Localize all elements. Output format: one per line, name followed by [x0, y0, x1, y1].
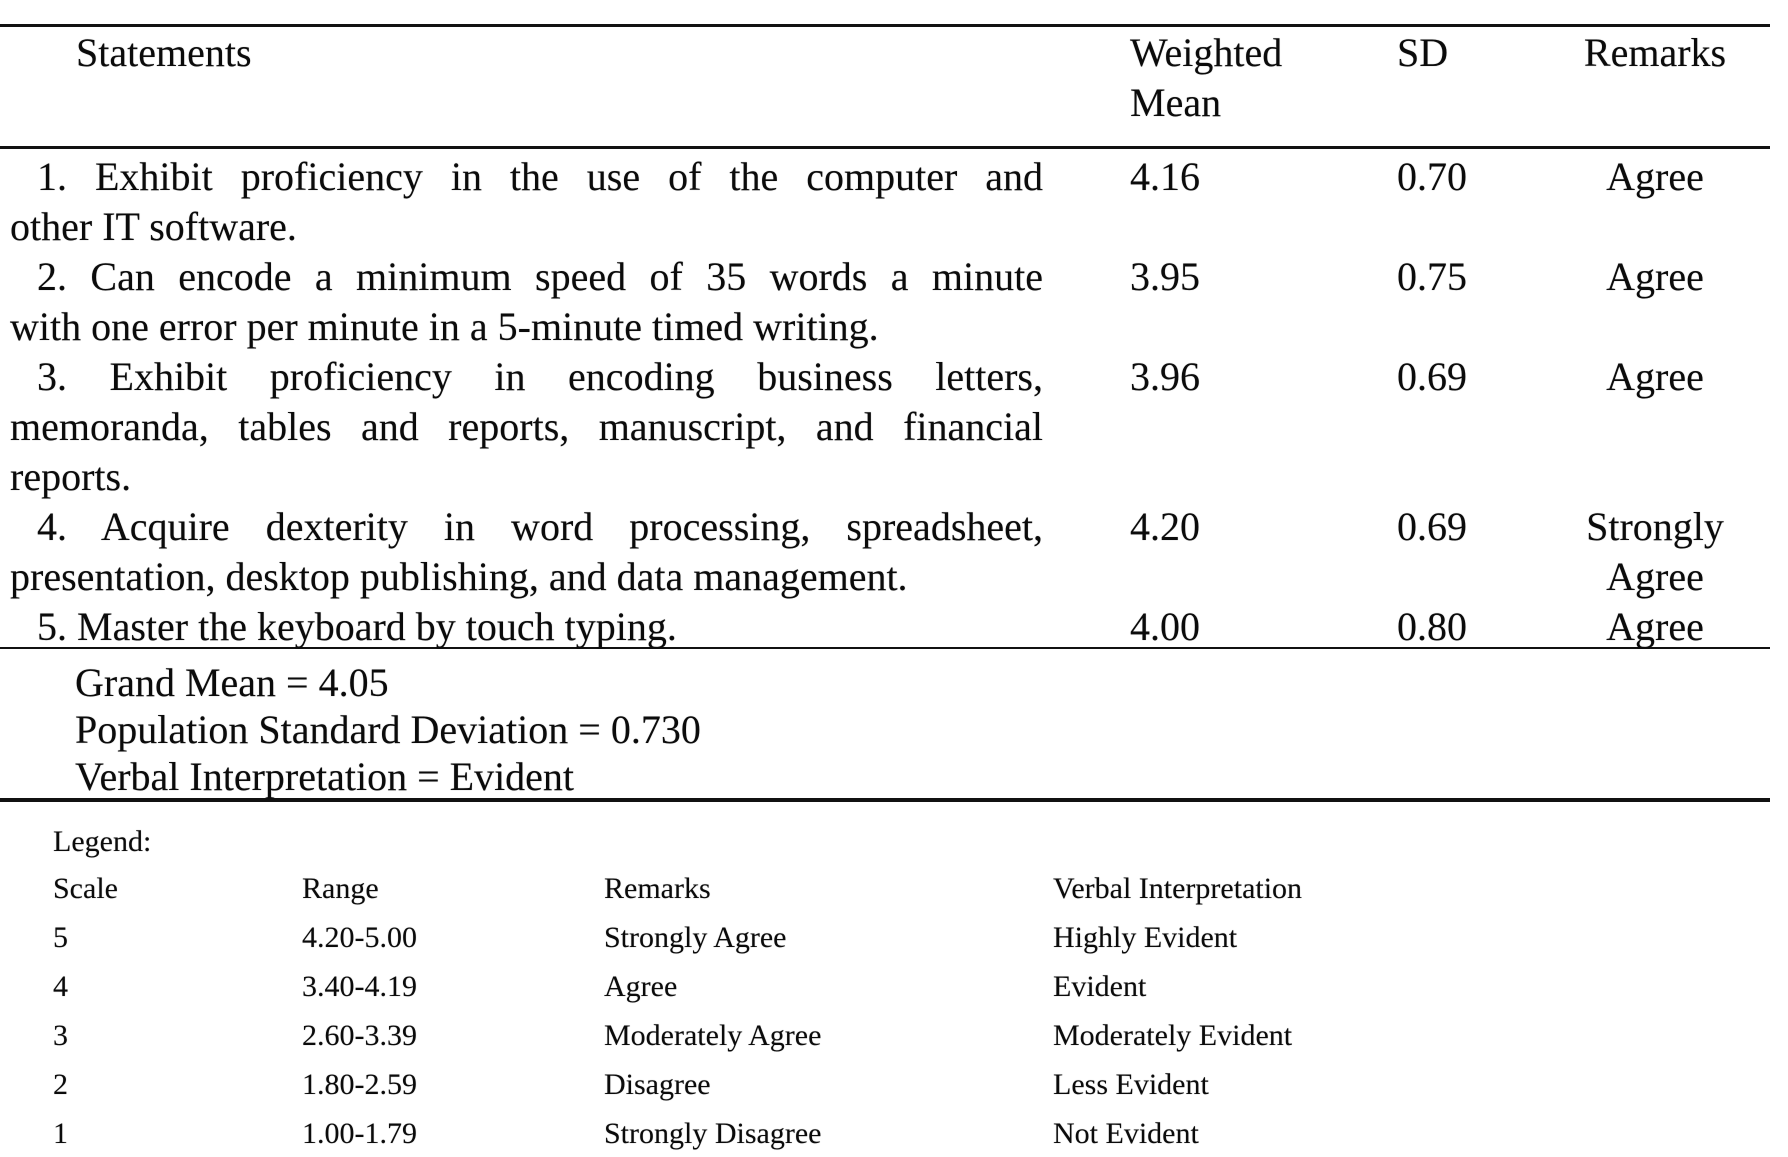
sd-value-4: 0.69	[1397, 504, 1467, 549]
statement-2-line-1: 2. Can encode a minimum speed of 35 word…	[37, 254, 1043, 299]
legend-row-interpretation-1: Not Evident	[1053, 1117, 1199, 1150]
col-header-remarks: Remarks	[1583, 30, 1727, 75]
remark-value-5: Agree	[1606, 604, 1704, 649]
table-summary-bottom-rule	[0, 798, 1770, 802]
table-top-rule	[0, 24, 1770, 27]
remark-value-3: Agree	[1606, 354, 1704, 399]
legend-row-interpretation-5: Highly Evident	[1053, 921, 1238, 954]
remark-value-4: Strongly Agree	[1586, 504, 1724, 599]
col-header-weighted-mean: Weighted Mean	[1130, 30, 1283, 125]
sd-value-1: 0.70	[1397, 154, 1467, 199]
legend-row-interpretation-4: Evident	[1053, 970, 1147, 1003]
sd-value-2: 0.75	[1397, 254, 1467, 299]
legend-row-remark-1: Strongly Disagree	[604, 1117, 822, 1150]
remark-value-2: Agree	[1606, 254, 1704, 299]
grand-mean-line: Grand Mean = 4.05	[75, 660, 389, 705]
legend-row-scale-2: 2	[53, 1068, 68, 1101]
legend-row-range-5: 4.20-5.00	[302, 921, 417, 954]
legend-row-range-4: 3.40-4.19	[302, 970, 417, 1003]
legend-header-remarks: Remarks	[604, 872, 711, 905]
weighted-mean-value-1: 4.16	[1130, 154, 1200, 199]
legend-row-remark-4: Agree	[604, 970, 678, 1003]
statement-5-line-1: 5. Master the keyboard by touch typing.	[37, 604, 677, 649]
statement-3-line-2: memoranda, tables and reports, manuscrip…	[10, 404, 1043, 449]
legend-row-range-1: 1.00-1.79	[302, 1117, 417, 1150]
weighted-mean-value-4: 4.20	[1130, 504, 1200, 549]
legend-header-range: Range	[302, 872, 379, 905]
weighted-mean-value-2: 3.95	[1130, 254, 1200, 299]
verbal-interpretation-line: Verbal Interpretation = Evident	[75, 754, 575, 799]
legend-row-remark-3: Moderately Agree	[604, 1019, 822, 1052]
remark-value-1: Agree	[1606, 154, 1704, 199]
statement-3-line-1: 3. Exhibit proficiency in encoding busin…	[37, 354, 1043, 399]
statement-4-line-1: 4. Acquire dexterity in word processing,…	[37, 504, 1043, 549]
legend-row-scale-3: 3	[53, 1019, 68, 1052]
table-body-bottom-rule	[0, 647, 1770, 649]
table-header-rule	[0, 146, 1770, 149]
legend-header-scale: Scale	[53, 872, 118, 905]
weighted-mean-value-5: 4.00	[1130, 604, 1200, 649]
col-header-statements: Statements	[76, 30, 252, 75]
legend-title: Legend:	[53, 825, 152, 858]
legend-row-scale-5: 5	[53, 921, 68, 954]
weighted-mean-value-3: 3.96	[1130, 354, 1200, 399]
statement-2-line-2: with one error per minute in a 5-minute …	[10, 304, 879, 349]
statement-3-line-3: reports.	[10, 454, 132, 499]
statement-4-line-2: presentation, desktop publishing, and da…	[10, 554, 908, 599]
col-header-sd: SD	[1397, 30, 1449, 75]
statement-1-line-1: 1. Exhibit proficiency in the use of the…	[37, 154, 1043, 199]
population-sd-line: Population Standard Deviation = 0.730	[75, 707, 701, 752]
statement-1-line-2: other IT software.	[10, 204, 297, 249]
legend-row-range-2: 1.80-2.59	[302, 1068, 417, 1101]
legend-row-scale-1: 1	[53, 1117, 68, 1150]
legend-row-remark-2: Disagree	[604, 1068, 711, 1101]
legend-row-remark-5: Strongly Agree	[604, 921, 787, 954]
legend-row-interpretation-3: Moderately Evident	[1053, 1019, 1293, 1052]
sd-value-3: 0.69	[1397, 354, 1467, 399]
legend-row-interpretation-2: Less Evident	[1053, 1068, 1209, 1101]
legend-header-verbal-interpretation: Verbal Interpretation	[1053, 872, 1303, 905]
legend-row-range-3: 2.60-3.39	[302, 1019, 417, 1052]
sd-value-5: 0.80	[1397, 604, 1467, 649]
legend-row-scale-4: 4	[53, 970, 68, 1003]
